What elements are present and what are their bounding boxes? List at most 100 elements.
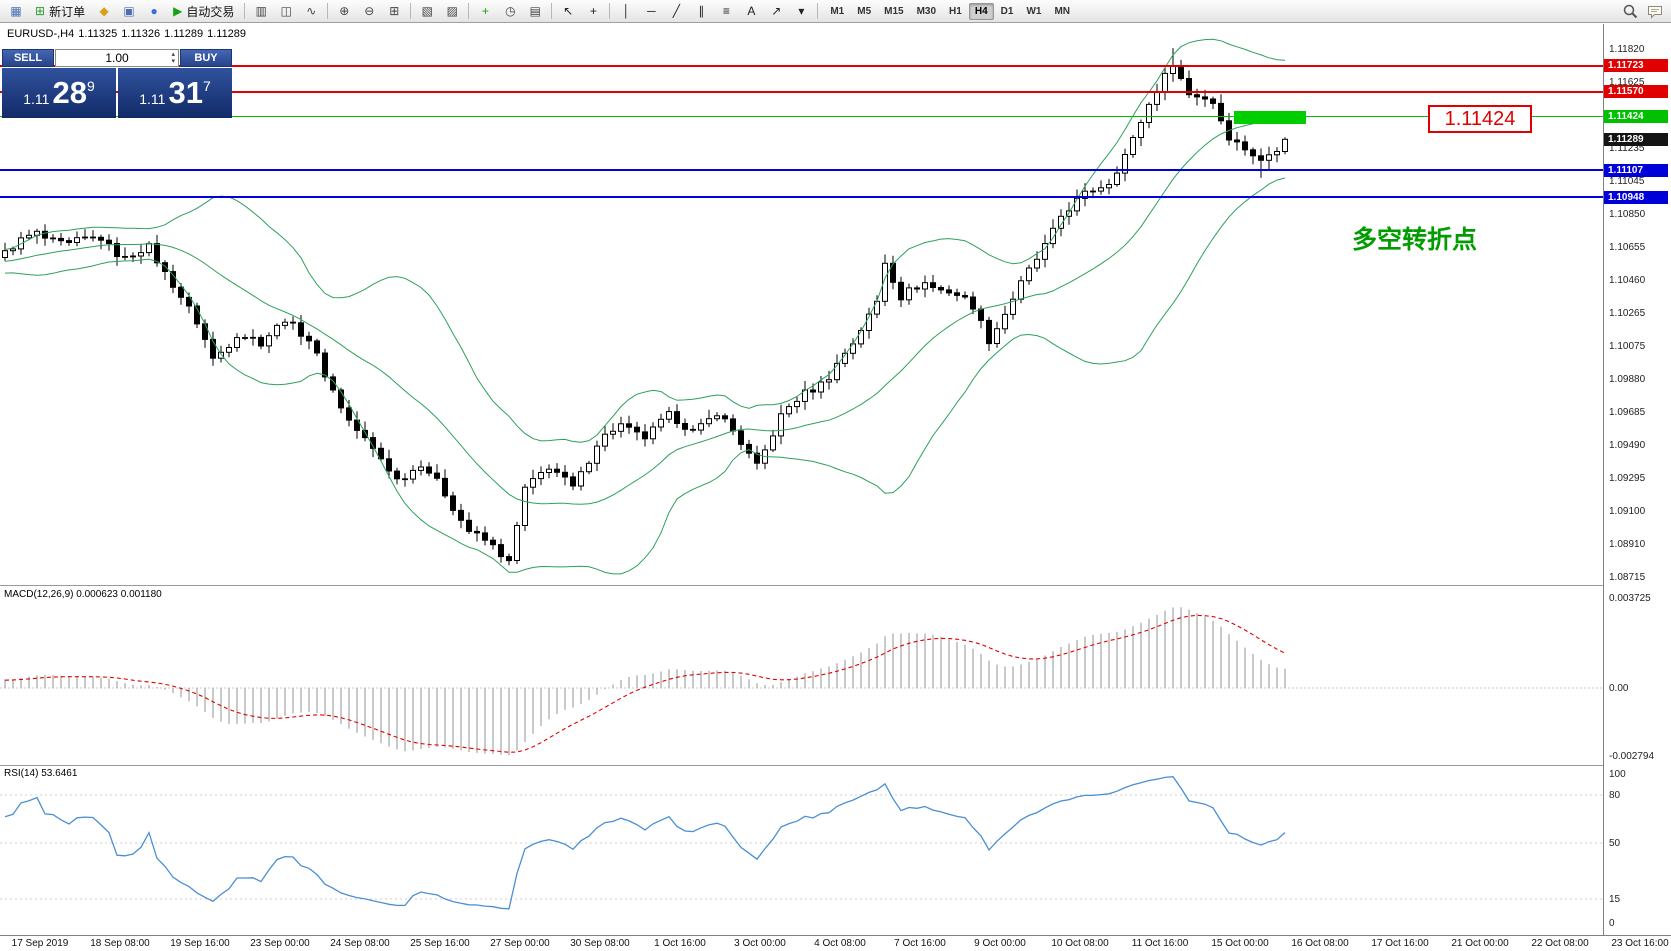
rsi-value: 53.6461 — [41, 768, 78, 779]
chart-window-icon[interactable]: ▦ — [4, 2, 28, 21]
market-watch-icon[interactable]: ◆ — [92, 2, 116, 21]
rsi-panel-separator[interactable] — [0, 765, 1603, 766]
time-axis-label: 22 Oct 08:00 — [1531, 938, 1589, 949]
bid-prefix: 1.11 — [23, 91, 50, 107]
price-scale[interactable]: 1.11723 1.11570 1.11424 1.11107 1.10948 1.112… — [1604, 24, 1671, 935]
chart-annotation-text[interactable]: 多空转折点 — [1352, 226, 1478, 254]
macd-panel-separator[interactable] — [0, 585, 1603, 586]
bar-chart-icon[interactable]: ▥ — [249, 2, 273, 21]
price-tick-label: 1.11045 — [1609, 176, 1645, 187]
timeframe-h1[interactable]: H1 — [949, 5, 962, 17]
zoom-out-icon: ⊖ — [364, 4, 375, 18]
volume-spinner[interactable]: ▴ ▾ — [171, 51, 175, 65]
crosshair-icon[interactable]: + — [581, 2, 605, 21]
rsi-scale-label: 15 — [1609, 894, 1621, 905]
indicators-icon: + — [481, 4, 489, 18]
toolbar-items: ▦ ⊞ 新订单 ◆ ▣ ● ▶ 自动交易 ▥ ◫ ∿ ⊕ ⊖ ⊞ ▧ ▨ + ◷ ▤ ↖ + │ ─ ╱ ∥ ≡ A ↗ ▾ M1 M5 M1… — [4, 2, 1076, 21]
support-line-1[interactable] — [0, 169, 1603, 172]
new-chart-icon: ▧ — [421, 4, 433, 18]
toolbar-separator — [817, 3, 819, 19]
highlight-rectangle[interactable] — [1234, 111, 1306, 124]
price-tick-label: 1.09295 — [1609, 473, 1646, 484]
community-icon: ● — [150, 4, 158, 18]
time-axis-label: 18 Sep 08:00 — [90, 938, 150, 949]
vertical-line-icon[interactable]: │ — [614, 2, 638, 21]
line-chart-icon[interactable]: ∿ — [299, 2, 323, 21]
timeframe-w1[interactable]: W1 — [1026, 5, 1042, 17]
volume-value: 1.00 — [105, 51, 129, 65]
chart-list-icon[interactable]: ▨ — [440, 2, 464, 21]
zoom-out-icon[interactable]: ⊖ — [357, 2, 381, 21]
spinner-up-icon[interactable]: ▴ — [171, 51, 175, 58]
timeframe-mn[interactable]: MN — [1054, 5, 1070, 17]
timeframe-m1[interactable]: M1 — [830, 5, 845, 17]
time-axis-label: 15 Oct 00:00 — [1211, 938, 1269, 949]
objects-dropdown-icon[interactable]: ▾ — [789, 2, 813, 21]
autotrading-button[interactable]: ▶ 自动交易 — [167, 2, 240, 21]
tile-windows-icon[interactable]: ⊞ — [382, 2, 406, 21]
support-line-2[interactable] — [0, 196, 1603, 199]
timeframe-m30[interactable]: M30 — [916, 5, 937, 17]
new-chart-icon[interactable]: ▧ — [415, 2, 439, 21]
macd-name: MACD(12,26,9) — [4, 589, 74, 600]
timeframe-m5[interactable]: M5 — [857, 5, 872, 17]
fibonacci-icon[interactable]: ≡ — [714, 2, 738, 21]
arrow-tool-icon[interactable]: ↗ — [764, 2, 788, 21]
bid-pip-digit: 9 — [86, 78, 95, 94]
periods-icon[interactable]: ◷ — [498, 2, 522, 21]
resistance-line-1[interactable] — [0, 64, 1603, 67]
timeframe-h4[interactable]: H4 — [968, 2, 994, 20]
profiles-icon[interactable]: ▣ — [117, 2, 141, 21]
price-chart-canvas[interactable] — [0, 24, 1603, 585]
templates-icon[interactable]: ▤ — [523, 2, 547, 21]
time-axis-label: 17 Oct 16:00 — [1371, 938, 1429, 949]
time-axis-label: 21 Oct 00:00 — [1451, 938, 1509, 949]
crosshair-icon: + — [589, 4, 597, 18]
zoom-in-icon[interactable]: ⊕ — [332, 2, 356, 21]
rsi-indicator-label: RSI(14) 53.6461 — [4, 768, 77, 779]
text-tool-icon[interactable]: A — [739, 2, 763, 21]
search-icon[interactable] — [1618, 2, 1642, 21]
horizontal-line-icon[interactable]: ─ — [639, 2, 663, 21]
time-axis[interactable]: 17 Sep 2019 18 Sep 08:00 19 Sep 16:00 23 Se… — [0, 935, 1671, 951]
macd-canvas[interactable] — [0, 586, 1603, 765]
cursor-icon[interactable]: ↖ — [556, 2, 580, 21]
periods-icon: ◷ — [505, 4, 516, 18]
price-tick-label: 1.11235 — [1609, 143, 1645, 154]
price-tick-label: 1.11625 — [1609, 77, 1645, 88]
autotrading-play-icon: ▶ — [173, 4, 183, 18]
chart-list-icon: ▨ — [446, 4, 458, 18]
ask-pip-digit: 7 — [202, 78, 211, 94]
macd-indicator-label: MACD(12,26,9) 0.000623 0.001180 — [4, 589, 162, 600]
price-callout-box[interactable]: 1.11424 — [1428, 105, 1532, 133]
channel-icon[interactable]: ∥ — [689, 2, 713, 21]
community-icon[interactable]: ● — [142, 2, 166, 21]
timeframe-d1[interactable]: D1 — [1000, 5, 1014, 17]
indicators-icon[interactable]: + — [473, 2, 497, 21]
new-order-button[interactable]: ⊞ 新订单 — [29, 2, 91, 21]
channel-icon: ∥ — [698, 4, 705, 18]
resistance-line-1-price-tag: 1.11723 — [1604, 59, 1668, 72]
pivot-line-price-tag: 1.11424 — [1604, 109, 1668, 123]
rsi-canvas[interactable] — [0, 766, 1603, 935]
time-axis-label: 30 Sep 08:00 — [570, 938, 630, 949]
bid-price-display[interactable]: 1.11 28 9 — [2, 68, 116, 118]
pivot-line[interactable] — [0, 115, 1603, 117]
spinner-down-icon[interactable]: ▾ — [171, 58, 175, 65]
ask-price-display[interactable]: 1.11 31 7 — [118, 68, 232, 118]
rsi-scale-label: 80 — [1609, 790, 1621, 801]
price-tick-label: 1.10265 — [1609, 308, 1646, 319]
new-order-icon: ⊞ — [35, 4, 46, 18]
candlestick-chart-icon[interactable]: ◫ — [274, 2, 298, 21]
chat-icon[interactable] — [1643, 2, 1667, 21]
volume-input[interactable]: 1.00 ▴ ▾ — [55, 49, 179, 67]
buy-button[interactable]: BUY — [180, 49, 232, 67]
price-tick-label: 1.09880 — [1609, 374, 1646, 385]
sell-button[interactable]: SELL — [2, 49, 54, 67]
macd-scale-label: -0.002794 — [1609, 751, 1655, 762]
trendline-icon[interactable]: ╱ — [664, 2, 688, 21]
timeframe-m15[interactable]: M15 — [884, 5, 904, 17]
resistance-line-2[interactable] — [0, 90, 1603, 93]
fibonacci-icon: ≡ — [722, 4, 730, 18]
